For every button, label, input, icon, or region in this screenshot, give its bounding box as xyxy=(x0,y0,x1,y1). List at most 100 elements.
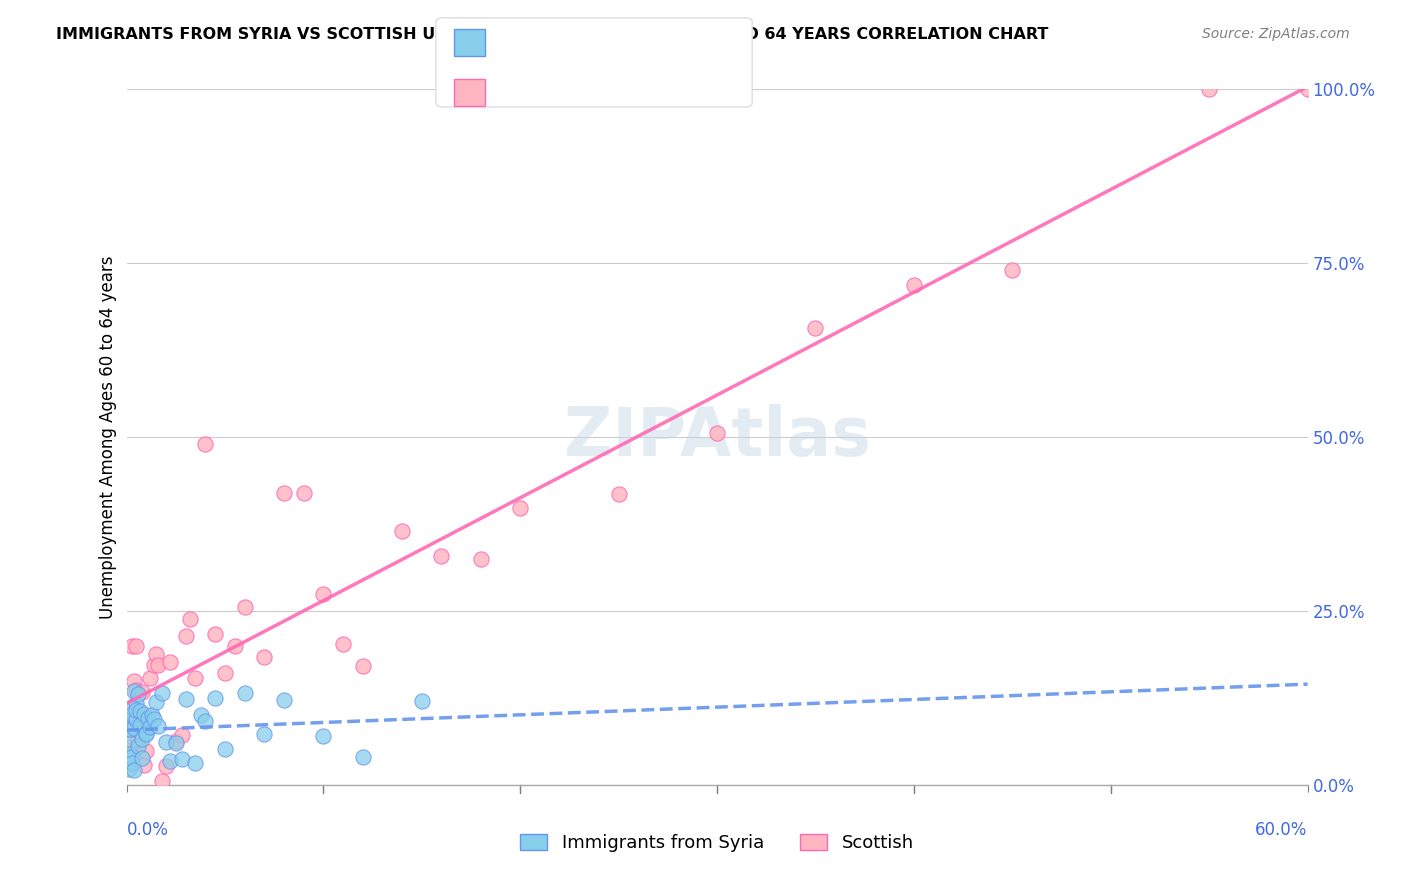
Scottish xyxy=(1001,262,1024,277)
Scottish xyxy=(143,658,166,673)
Immigrants from Syria xyxy=(120,723,142,737)
Scottish xyxy=(194,437,217,451)
Scottish xyxy=(145,647,167,661)
Immigrants from Syria xyxy=(139,720,162,734)
Immigrants from Syria xyxy=(125,712,148,726)
Text: 60.0%: 60.0% xyxy=(1256,821,1308,838)
Scottish xyxy=(117,743,139,757)
Text: 0.544: 0.544 xyxy=(527,79,579,97)
Immigrants from Syria xyxy=(352,750,374,764)
Scottish xyxy=(332,637,354,651)
Text: Source: ZipAtlas.com: Source: ZipAtlas.com xyxy=(1202,27,1350,41)
Immigrants from Syria xyxy=(121,700,143,714)
Scottish xyxy=(903,278,925,293)
Immigrants from Syria xyxy=(135,727,157,741)
Text: R =: R = xyxy=(494,79,530,97)
Scottish xyxy=(131,685,153,699)
Scottish xyxy=(292,485,315,500)
Scottish xyxy=(184,671,207,685)
Immigrants from Syria xyxy=(155,735,177,749)
Immigrants from Syria xyxy=(127,687,149,701)
Text: IMMIGRANTS FROM SYRIA VS SCOTTISH UNEMPLOYMENT AMONG AGES 60 TO 64 YEARS CORRELA: IMMIGRANTS FROM SYRIA VS SCOTTISH UNEMPL… xyxy=(56,27,1049,42)
Scottish xyxy=(134,758,156,772)
Y-axis label: Unemployment Among Ages 60 to 64 years: Unemployment Among Ages 60 to 64 years xyxy=(98,255,117,619)
Scottish xyxy=(150,773,173,788)
Scottish xyxy=(804,321,827,335)
Text: 0.150: 0.150 xyxy=(527,29,579,46)
Immigrants from Syria xyxy=(170,751,193,765)
Scottish xyxy=(129,708,152,723)
Immigrants from Syria xyxy=(136,711,159,725)
Immigrants from Syria xyxy=(214,742,236,756)
Immigrants from Syria xyxy=(253,727,276,741)
Immigrants from Syria xyxy=(120,736,142,750)
Scottish xyxy=(139,671,162,685)
Immigrants from Syria xyxy=(117,711,139,725)
Legend: Immigrants from Syria, Scottish: Immigrants from Syria, Scottish xyxy=(513,827,921,859)
Immigrants from Syria xyxy=(125,703,148,717)
Scottish xyxy=(125,639,148,653)
Immigrants from Syria xyxy=(117,723,139,737)
Immigrants from Syria xyxy=(190,707,212,722)
Immigrants from Syria xyxy=(194,714,217,728)
Immigrants from Syria xyxy=(129,704,152,718)
Scottish xyxy=(174,629,197,643)
Immigrants from Syria xyxy=(125,696,148,710)
Scottish xyxy=(127,731,149,746)
Scottish xyxy=(430,549,453,564)
Scottish xyxy=(165,733,187,747)
Scottish xyxy=(124,673,146,688)
Immigrants from Syria xyxy=(146,719,169,733)
Scottish xyxy=(135,744,157,758)
Text: N =: N = xyxy=(583,29,631,46)
Scottish xyxy=(125,682,148,697)
Immigrants from Syria xyxy=(143,713,166,727)
Immigrants from Syria xyxy=(121,756,143,771)
Scottish xyxy=(391,524,413,539)
Scottish xyxy=(159,655,181,669)
Text: ZIPAtlas: ZIPAtlas xyxy=(564,404,870,470)
Scottish xyxy=(121,639,143,653)
Scottish xyxy=(170,728,193,742)
Immigrants from Syria xyxy=(134,706,156,721)
Immigrants from Syria xyxy=(312,729,335,743)
Scottish xyxy=(179,612,201,626)
Immigrants from Syria xyxy=(124,721,146,735)
Immigrants from Syria xyxy=(273,692,295,706)
Immigrants from Syria xyxy=(121,749,143,764)
Immigrants from Syria xyxy=(127,739,149,753)
Immigrants from Syria xyxy=(150,686,173,700)
Immigrants from Syria xyxy=(204,690,226,705)
Scottish xyxy=(146,657,169,672)
Scottish xyxy=(706,425,728,440)
Immigrants from Syria xyxy=(145,695,167,709)
Scottish xyxy=(120,739,142,754)
Scottish xyxy=(204,627,226,641)
Text: 49: 49 xyxy=(630,29,654,46)
Scottish xyxy=(1296,82,1319,96)
Immigrants from Syria xyxy=(120,747,142,762)
Immigrants from Syria xyxy=(129,718,152,732)
Scottish xyxy=(155,758,177,772)
Text: N =: N = xyxy=(583,79,631,97)
Scottish xyxy=(312,587,335,601)
Immigrants from Syria xyxy=(135,726,157,740)
Immigrants from Syria xyxy=(184,756,207,771)
Immigrants from Syria xyxy=(141,708,163,723)
Immigrants from Syria xyxy=(159,754,181,768)
Immigrants from Syria xyxy=(131,751,153,765)
Scottish xyxy=(352,658,374,673)
Immigrants from Syria xyxy=(174,691,197,706)
Immigrants from Syria xyxy=(124,684,146,698)
Scottish xyxy=(607,487,630,501)
Text: R =: R = xyxy=(494,29,530,46)
Scottish xyxy=(233,599,256,614)
Immigrants from Syria xyxy=(117,762,139,776)
Scottish xyxy=(509,501,531,516)
Scottish xyxy=(273,485,295,500)
Scottish xyxy=(253,649,276,664)
Immigrants from Syria xyxy=(233,686,256,700)
Immigrants from Syria xyxy=(124,764,146,778)
Text: 45: 45 xyxy=(630,79,652,97)
Immigrants from Syria xyxy=(411,694,433,708)
